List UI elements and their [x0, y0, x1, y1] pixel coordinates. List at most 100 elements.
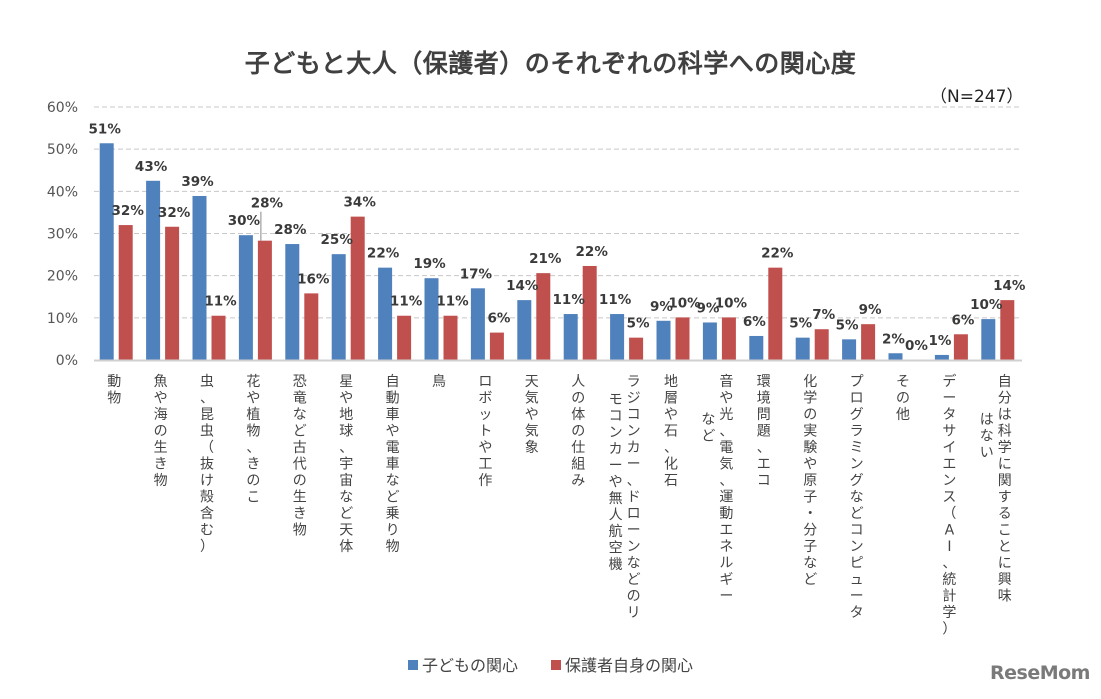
data-label-parents: 0% [905, 338, 928, 354]
x-category-char: 、 [719, 424, 733, 440]
x-category-label: 天気や気象 [525, 374, 539, 456]
bar-children [934, 354, 949, 360]
x-category-label: 恐竜など古代の生き物 [293, 374, 307, 539]
bar-parents [397, 315, 412, 360]
x-category-char: や [664, 407, 678, 423]
x-category-char: ど [803, 572, 817, 588]
bar-parents [165, 226, 180, 360]
x-category-char: き [154, 457, 168, 473]
x-category-char: グ [850, 407, 864, 423]
data-label-children: 11% [553, 292, 586, 308]
x-category-char: 花 [246, 374, 260, 390]
data-label-parents: 28% [251, 196, 284, 212]
x-category-char: 電 [386, 440, 400, 456]
x-category-char: ー [719, 589, 733, 605]
x-category-char: 乗 [386, 506, 400, 522]
x-category-char: 球 [339, 424, 353, 440]
x-category-label: はない [980, 412, 994, 461]
x-category-char: ロ [850, 391, 864, 407]
data-label-children: 1% [928, 333, 951, 349]
x-category-char: ど [701, 429, 715, 445]
bar-children [424, 278, 439, 360]
x-category-char: の [246, 473, 260, 489]
x-category-char: カ [609, 442, 623, 458]
x-category-char: ど [339, 506, 353, 522]
x-category-char: 興 [998, 572, 1012, 588]
bar-parents [629, 337, 644, 360]
x-category-char: 気 [525, 391, 539, 407]
x-category-char: 地 [664, 374, 678, 390]
bar-children [702, 322, 717, 360]
x-category-char: や [339, 391, 353, 407]
x-category-char: 体 [339, 539, 353, 555]
bar-children [331, 254, 346, 360]
x-category-char: 学 [998, 440, 1012, 456]
x-axis: 動物魚や海の生き物虫、昆虫（抜け殻含む）花や植物、きのこ恐竜など古代の生き物星や… [94, 359, 1022, 638]
x-category-label: 自動車や電車など乗り物 [386, 374, 400, 555]
x-category-char: ラ [850, 424, 864, 440]
bar-parents [489, 332, 504, 360]
x-category-char: コ [627, 407, 641, 423]
x-category-label: ラジコンカー、ドローンなどのリ [627, 374, 641, 621]
x-category-char: 境 [757, 391, 771, 407]
x-category-char: ト [478, 424, 492, 440]
x-category-char: ー [627, 457, 641, 473]
x-category-char: 自 [386, 374, 400, 390]
x-category-char: 鳥 [432, 374, 446, 390]
data-label-parents: 32% [112, 203, 145, 219]
x-category-char: 光 [719, 407, 733, 423]
x-category-char: 物 [293, 523, 307, 539]
x-category-char: 学 [942, 605, 956, 621]
bar-children [888, 353, 903, 360]
data-label-children: 11% [599, 292, 632, 308]
bar-children [749, 335, 764, 360]
bar-parents [861, 324, 876, 360]
x-category-char: リ [627, 605, 641, 621]
x-category-char: 、 [246, 440, 260, 456]
x-category-char: 動 [386, 391, 400, 407]
x-category-char: 子 [803, 490, 817, 506]
x-category-char: む [200, 523, 214, 539]
x-category-char: ン [850, 457, 864, 473]
x-category-char: モ [609, 392, 623, 408]
x-category-char: そ [896, 374, 910, 390]
data-label-children: 10% [970, 297, 1003, 313]
x-category-char: の [571, 391, 585, 407]
x-category-char: な [803, 556, 817, 572]
x-category-char: プ [850, 374, 864, 390]
legend-item-parents: 保護者自身の関心 [551, 652, 693, 676]
bar-children [238, 235, 253, 360]
x-category-char: な [850, 490, 864, 506]
x-category-char: 計 [942, 589, 956, 605]
x-category-char: な [701, 412, 715, 428]
x-category-char: 学 [803, 391, 817, 407]
x-category-char: 地 [339, 407, 353, 423]
x-category-char: ン [850, 539, 864, 555]
x-category-label: 虫、昆虫（抜け殻含む） [200, 374, 214, 555]
x-category-char: き [293, 506, 307, 522]
x-category-char: ン [627, 424, 641, 440]
data-label-parents: 32% [158, 205, 191, 221]
data-label-parents: 11% [390, 294, 423, 310]
x-category-char: 物 [386, 539, 400, 555]
data-label-children: 28% [274, 222, 307, 238]
x-category-label: 音や光、電気、運動エネルギー [719, 373, 733, 605]
x-category-char: 生 [293, 490, 307, 506]
x-category-label: 花や植物、きのこ [246, 374, 260, 506]
bar-children [656, 320, 671, 360]
x-category-char: 宇 [339, 457, 353, 473]
bar-parents [536, 273, 551, 360]
x-category-char: ど [850, 506, 864, 522]
x-category-char: ラ [627, 374, 641, 390]
data-label-parents: 6% [487, 311, 510, 327]
y-tick-label: 50% [47, 142, 78, 158]
x-category-char: ュ [850, 572, 864, 588]
x-category-char: 問 [757, 407, 771, 423]
x-category-char: 竜 [293, 390, 307, 407]
x-category-char: 石 [664, 424, 678, 440]
bar-parents [257, 240, 272, 360]
x-category-char: は [980, 412, 994, 428]
y-tick-label: 40% [47, 184, 78, 200]
x-category-char: ネ [719, 539, 733, 555]
